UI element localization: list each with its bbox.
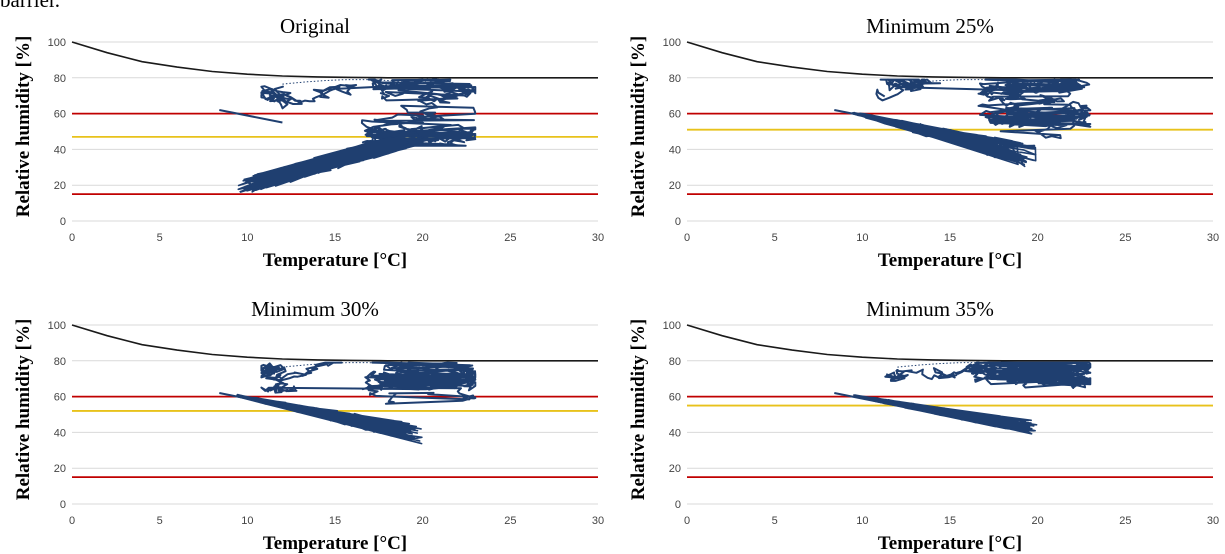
x-tick-label: 0 bbox=[69, 232, 75, 244]
x-tick-label: 15 bbox=[329, 515, 341, 527]
chart-panel-2: 0 20 40 60 80 100 0 5 10 15 20 25 30 Minimum 25% Tempe… bbox=[628, 14, 1219, 271]
x-tick-label: 10 bbox=[241, 232, 253, 244]
trace-lower bbox=[853, 394, 1038, 435]
y-tick-label: 80 bbox=[54, 356, 66, 368]
y-tick-label: 20 bbox=[669, 463, 681, 475]
black-curve bbox=[686, 324, 1213, 362]
x-tick-label: 25 bbox=[1119, 232, 1131, 244]
y-tick-label: 100 bbox=[663, 37, 681, 49]
y-tick-label: 100 bbox=[663, 320, 681, 332]
y-tick-label: 20 bbox=[54, 463, 66, 475]
panel-title: Minimum 25% bbox=[866, 14, 994, 38]
trace-start bbox=[834, 109, 898, 124]
y-tick-label: 0 bbox=[60, 499, 66, 511]
x-tick-label: 15 bbox=[329, 232, 341, 244]
y-tick-label: 40 bbox=[669, 144, 681, 156]
trace-start bbox=[219, 392, 283, 407]
y-tick-label: 0 bbox=[675, 216, 681, 228]
x-tick-label: 5 bbox=[157, 232, 163, 244]
y-tick-label: 20 bbox=[54, 180, 66, 192]
panel-title: Original bbox=[280, 14, 350, 38]
y-tick-label: 40 bbox=[669, 427, 681, 439]
y-tick-label: 80 bbox=[669, 73, 681, 85]
x-tick-label: 15 bbox=[944, 232, 956, 244]
caption-fragment: barrier. bbox=[0, 0, 61, 12]
chart-panel-1: 0 20 40 60 80 100 0 5 10 15 20 25 30 Original Temperat… bbox=[13, 14, 604, 271]
chart-panel-4: 0 20 40 60 80 100 0 5 10 15 20 25 30 Minimum 35% Tempe… bbox=[628, 297, 1219, 554]
black-curve bbox=[71, 41, 598, 79]
x-axis-label: Temperature [°C] bbox=[263, 533, 407, 554]
x-tick-label: 20 bbox=[1032, 232, 1044, 244]
x-tick-label: 15 bbox=[944, 515, 956, 527]
data-trace bbox=[219, 361, 477, 445]
x-tick-label: 25 bbox=[504, 232, 516, 244]
dotted-envelope bbox=[282, 362, 432, 368]
x-tick-label: 30 bbox=[1207, 515, 1219, 527]
data-trace bbox=[219, 78, 477, 193]
x-tick-label: 30 bbox=[1207, 232, 1219, 244]
x-tick-label: 5 bbox=[772, 232, 778, 244]
trace-upper bbox=[884, 361, 1092, 389]
y-tick-label: 80 bbox=[54, 73, 66, 85]
y-axis-label: Relative humidity [%] bbox=[628, 36, 649, 218]
y-tick-label: 0 bbox=[675, 499, 681, 511]
x-tick-label: 10 bbox=[856, 232, 868, 244]
y-tick-label: 40 bbox=[54, 144, 66, 156]
x-tick-label: 30 bbox=[592, 232, 604, 244]
dotted-envelope bbox=[282, 79, 432, 85]
x-tick-label: 0 bbox=[684, 232, 690, 244]
x-tick-label: 20 bbox=[417, 232, 429, 244]
trace-lower bbox=[237, 131, 424, 193]
x-tick-label: 5 bbox=[157, 515, 163, 527]
x-tick-label: 10 bbox=[241, 515, 253, 527]
trace-start bbox=[219, 109, 283, 124]
x-tick-label: 5 bbox=[772, 515, 778, 527]
y-tick-label: 100 bbox=[48, 320, 66, 332]
x-axis-label: Temperature [°C] bbox=[263, 250, 407, 271]
x-tick-label: 20 bbox=[1032, 515, 1044, 527]
chart-panel-3: 0 20 40 60 80 100 0 5 10 15 20 25 30 Minimum 30% Tempe… bbox=[13, 297, 604, 554]
x-tick-label: 25 bbox=[504, 515, 516, 527]
x-axis-label: Temperature [°C] bbox=[878, 250, 1022, 271]
x-tick-label: 20 bbox=[417, 515, 429, 527]
y-tick-label: 60 bbox=[669, 109, 681, 121]
y-axis-label: Relative humidity [%] bbox=[13, 319, 34, 501]
x-tick-label: 10 bbox=[856, 515, 868, 527]
data-trace bbox=[834, 361, 1092, 435]
y-tick-label: 60 bbox=[54, 392, 66, 404]
panel-title: Minimum 35% bbox=[866, 297, 994, 321]
dotted-envelope bbox=[897, 362, 1047, 368]
panel-title: Minimum 30% bbox=[251, 297, 379, 321]
trace-start bbox=[834, 392, 898, 407]
data-trace bbox=[834, 78, 1092, 168]
y-axis-label: Relative humidity [%] bbox=[13, 36, 34, 218]
x-tick-label: 30 bbox=[592, 515, 604, 527]
x-axis-label: Temperature [°C] bbox=[878, 533, 1022, 554]
y-tick-label: 80 bbox=[669, 356, 681, 368]
trace-upper bbox=[260, 361, 477, 405]
y-tick-label: 20 bbox=[669, 180, 681, 192]
y-tick-label: 0 bbox=[60, 216, 66, 228]
black-curve bbox=[71, 324, 598, 362]
y-tick-label: 60 bbox=[669, 392, 681, 404]
trace-upper bbox=[875, 78, 1092, 140]
black-curve bbox=[686, 41, 1213, 79]
y-tick-label: 60 bbox=[54, 109, 66, 121]
x-tick-label: 25 bbox=[1119, 515, 1131, 527]
y-tick-label: 40 bbox=[54, 427, 66, 439]
x-tick-label: 0 bbox=[69, 515, 75, 527]
y-tick-label: 100 bbox=[48, 37, 66, 49]
y-axis-label: Relative humidity [%] bbox=[628, 319, 649, 501]
x-tick-label: 0 bbox=[684, 515, 690, 527]
